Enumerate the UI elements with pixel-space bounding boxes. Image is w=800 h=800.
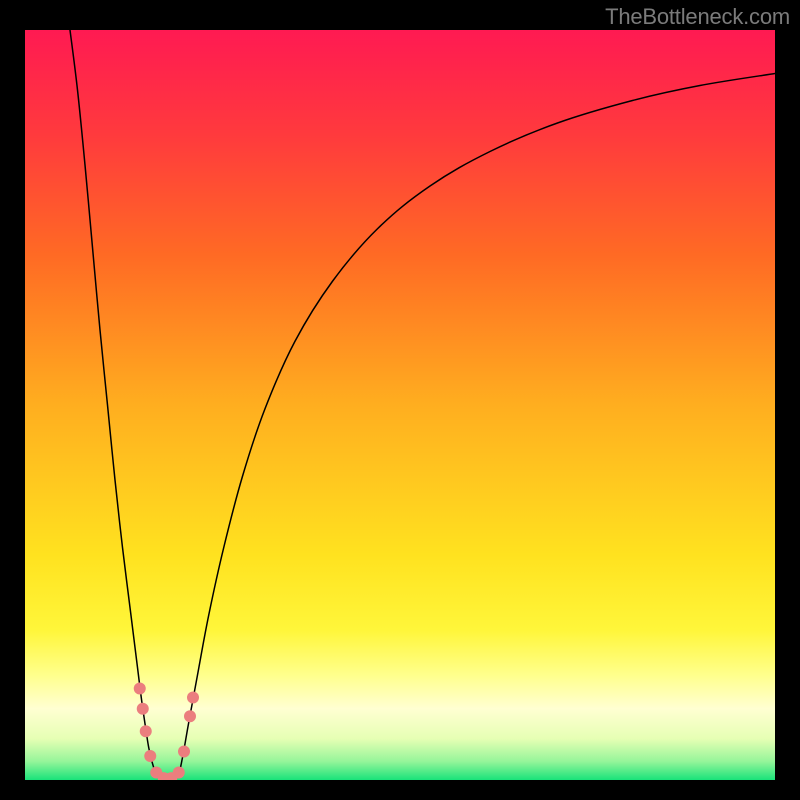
marker-dot [187,692,199,704]
marker-dot [134,683,146,695]
marker-dot [144,750,156,762]
marker-dot [178,746,190,758]
marker-dot [184,710,196,722]
plot-area [25,30,775,780]
marker-dot [173,767,185,779]
watermark-text: TheBottleneck.com [605,4,790,30]
marker-dot [137,703,149,715]
chart-svg [25,30,775,780]
marker-dot [140,725,152,737]
figure-canvas: TheBottleneck.com [0,0,800,800]
